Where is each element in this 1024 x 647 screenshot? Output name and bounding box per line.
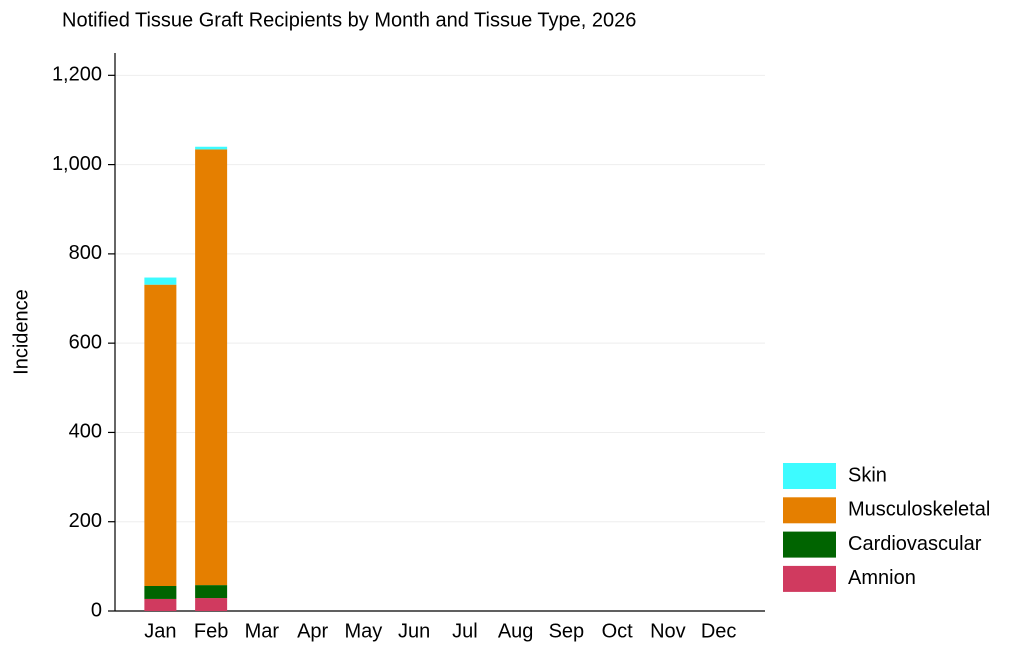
x-tick-label: Jul bbox=[452, 620, 478, 642]
legend-label: Amnion bbox=[848, 567, 916, 589]
x-tick-label: Nov bbox=[650, 620, 686, 642]
bar-segment bbox=[144, 277, 177, 285]
bar-segment bbox=[195, 149, 228, 586]
y-tick-label: 600 bbox=[69, 331, 102, 353]
y-tick-label: 200 bbox=[69, 510, 102, 532]
legend-swatch bbox=[783, 531, 836, 558]
bar-segment bbox=[144, 598, 177, 611]
chart-title: Notified Tissue Graft Recipients by Mont… bbox=[62, 9, 636, 31]
y-tick-label: 1,200 bbox=[52, 64, 102, 86]
y-tick-label: 400 bbox=[69, 421, 102, 443]
legend-swatch bbox=[783, 463, 836, 489]
x-tick-label: May bbox=[344, 620, 382, 642]
x-tick-label: Mar bbox=[245, 620, 280, 642]
x-tick-label: Jan bbox=[144, 620, 176, 642]
x-tick-label: Sep bbox=[549, 620, 585, 642]
bar-segment bbox=[144, 586, 177, 599]
legend-swatch bbox=[783, 497, 836, 524]
legend-label: Skin bbox=[848, 464, 887, 486]
x-tick-label: Aug bbox=[498, 620, 534, 642]
y-tick-label: 800 bbox=[69, 242, 102, 264]
x-tick-label: Jun bbox=[398, 620, 430, 642]
x-tick-label: Oct bbox=[602, 620, 634, 642]
x-tick-label: Dec bbox=[701, 620, 737, 642]
x-tick-label: Feb bbox=[194, 620, 228, 642]
bar-segment bbox=[195, 146, 228, 150]
legend-label: Cardiovascular bbox=[848, 533, 982, 555]
x-tick-label: Apr bbox=[297, 620, 328, 642]
y-tick-label: 0 bbox=[91, 599, 102, 621]
bar-segment bbox=[195, 598, 228, 611]
legend-label: Musculoskeletal bbox=[848, 499, 990, 521]
y-axis-label: Incidence bbox=[10, 289, 32, 375]
bar-segment bbox=[144, 284, 177, 587]
legend-swatch bbox=[783, 565, 836, 592]
bar-segment bbox=[195, 585, 228, 599]
y-tick-label: 1,000 bbox=[52, 153, 102, 175]
